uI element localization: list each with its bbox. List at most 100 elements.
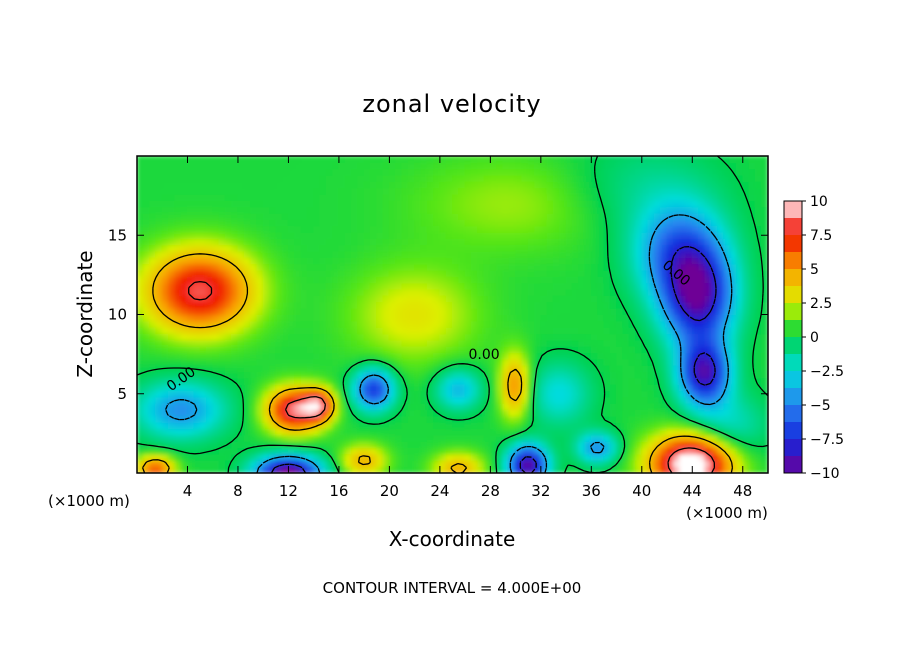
heat-cell — [420, 466, 428, 473]
heat-cell — [250, 212, 258, 220]
heat-cell — [287, 244, 296, 252]
heat-cell — [445, 314, 453, 322]
heat-cell — [754, 377, 763, 385]
heat-cell — [578, 453, 586, 461]
heat-cell — [653, 199, 662, 208]
heat-cell — [250, 256, 258, 265]
heat-cell — [597, 250, 605, 258]
heat-cell — [319, 263, 327, 271]
heat-cell — [300, 459, 308, 468]
heat-cell — [710, 206, 719, 214]
heat-cell — [376, 396, 384, 404]
heat-cell — [344, 459, 353, 468]
heat-cell — [243, 180, 252, 189]
heat-cell — [603, 421, 611, 430]
heat-cell — [382, 453, 390, 461]
heat-cell — [489, 174, 498, 182]
heat-cell — [647, 168, 655, 176]
heat-cell — [357, 180, 365, 189]
heat-cell — [691, 168, 700, 176]
heat-cell — [439, 225, 447, 233]
heat-cell — [742, 390, 750, 398]
heat-cell — [287, 390, 296, 398]
heat-cell — [710, 402, 719, 411]
heat-cell — [142, 275, 151, 284]
heat-cell — [748, 447, 756, 455]
heat-cell — [578, 377, 586, 385]
heat-cell — [395, 199, 403, 208]
heat-cell — [483, 275, 491, 284]
heat-cell — [754, 339, 763, 347]
heat-cell — [578, 275, 586, 284]
heat-cell — [174, 212, 182, 220]
heat-cell — [256, 269, 264, 277]
heat-cell — [754, 263, 763, 271]
heat-cell — [250, 294, 258, 303]
heat-cell — [546, 256, 554, 265]
heat-cell — [414, 244, 422, 252]
heat-cell — [628, 390, 636, 398]
heat-cell — [243, 428, 252, 436]
heat-cell — [653, 447, 662, 455]
heat-cell — [464, 244, 472, 252]
heat-cell — [464, 396, 472, 404]
heat-cell — [628, 402, 636, 411]
heat-cell — [445, 453, 453, 461]
heat-cell — [363, 161, 371, 170]
heat-cell — [137, 345, 144, 354]
heat-cell — [679, 390, 687, 398]
heat-cell — [363, 212, 371, 220]
heat-cell — [199, 415, 207, 423]
heat-cell — [477, 225, 485, 233]
heat-cell — [407, 275, 416, 284]
heat-cell — [527, 447, 536, 455]
heat-cell — [287, 212, 296, 220]
heat-cell — [754, 421, 763, 430]
heat-cell — [401, 263, 409, 271]
heat-cell — [420, 390, 428, 398]
heat-cell — [149, 218, 157, 227]
heat-cell — [294, 256, 302, 265]
heat-cell — [754, 206, 763, 214]
heat-cell — [332, 434, 340, 442]
heat-cell — [641, 320, 649, 328]
heat-cell — [407, 156, 416, 163]
heat-cell — [515, 212, 523, 220]
heat-cell — [723, 440, 731, 449]
heat-cell — [243, 193, 252, 201]
heat-cell — [754, 156, 763, 163]
heat-cell — [527, 193, 536, 201]
heat-cell — [534, 459, 542, 468]
heat-cell — [382, 288, 390, 296]
heat-cell — [212, 212, 220, 220]
heat-cell — [723, 212, 731, 220]
heat-cell — [262, 415, 271, 423]
heat-cell — [231, 193, 239, 201]
heat-cell — [193, 390, 201, 398]
heat-cell — [269, 193, 277, 201]
heat-cell — [672, 250, 681, 258]
heat-cell — [332, 371, 340, 379]
heat-cell — [344, 168, 353, 176]
heat-cell — [313, 434, 321, 442]
heat-cell — [395, 333, 403, 341]
heat-cell — [161, 218, 170, 227]
heat-cell — [407, 466, 416, 473]
heat-cell — [603, 333, 611, 341]
heat-cell — [660, 269, 668, 277]
heat-cell — [275, 218, 283, 227]
heat-cell — [647, 440, 655, 449]
heat-cell — [287, 352, 296, 360]
heat-cell — [496, 377, 504, 385]
heat-cell — [496, 250, 504, 258]
heat-cell — [445, 466, 453, 473]
heat-cell — [470, 225, 479, 233]
heat-cell — [224, 402, 233, 411]
heat-cell — [420, 333, 428, 341]
heat-cell — [439, 383, 447, 392]
heat-cell — [597, 453, 605, 461]
heat-cell — [641, 409, 649, 417]
heat-cell — [672, 263, 681, 271]
heat-cell — [224, 390, 233, 398]
heat-cell — [521, 275, 529, 284]
